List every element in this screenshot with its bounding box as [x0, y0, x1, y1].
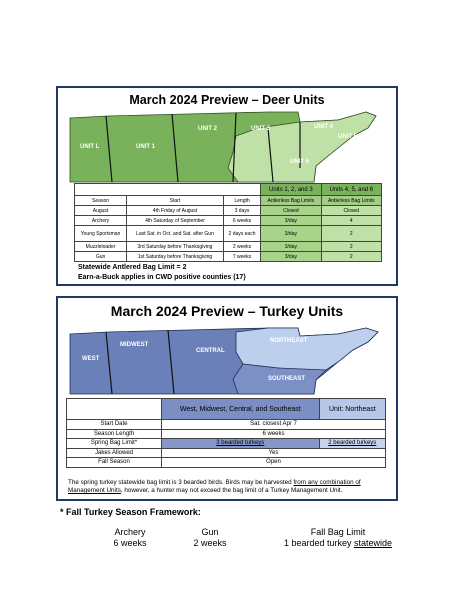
deer-col-length: Length: [222, 195, 262, 206]
turkey-panel-title: March 2024 Preview – Turkey Units: [110, 303, 344, 319]
units-123-cell: 3/day: [260, 251, 322, 262]
units-456-cell: 4: [320, 215, 383, 226]
map-label-southeast: SOUTHEAST: [268, 376, 305, 382]
length-cell: 6 weeks: [222, 215, 262, 226]
deer-group-header-1: Units 1, 2, and 3: [260, 183, 322, 196]
deer-units-panel: March 2024 Preview – Deer Units UNIT L U…: [56, 86, 398, 286]
deer-earn-a-buck-note: Earn-a-Buck applies in CWD positive coun…: [78, 274, 246, 281]
units-456-cell: 2: [320, 225, 383, 242]
bag-limit-statewide: statewide: [354, 538, 393, 548]
units-456-cell: 2: [320, 241, 383, 252]
row-label: Fall Season: [66, 457, 162, 468]
turkey-bag-limit-note: The spring turkey statewide bag limit is…: [68, 479, 386, 495]
note-text: The spring turkey statewide bag limit is…: [68, 479, 294, 486]
map-label-unit-l: UNIT L: [80, 144, 100, 150]
map-label-unit-6: UNIT 6: [290, 159, 310, 165]
turkey-season-table: West, Midwest, Central, and Southeast Un…: [66, 398, 387, 468]
row-value: Sat. closest Apr 7: [161, 419, 386, 430]
row-label: Jakes Allowed: [66, 447, 162, 458]
map-label-unit-5: UNIT 5: [338, 134, 358, 140]
units-123-cell: 3/day: [260, 225, 322, 242]
table-row: Muzzleloader 3rd Saturday before Thanksg…: [73, 241, 383, 252]
units-456-cell: Closed: [320, 205, 383, 216]
map-label-unit-3: UNIT 3: [251, 126, 271, 132]
archery-value: 6 weeks: [113, 538, 147, 548]
row-value: 6 weeks: [161, 428, 386, 439]
deer-col-start: Start: [126, 195, 224, 206]
bag-limit-text: 1 bearded turkey: [283, 538, 354, 548]
row-label: Start Date: [66, 419, 162, 430]
deer-units-map: UNIT L UNIT 1 UNIT 2 UNIT 3 UNIT 4 UNIT …: [69, 111, 377, 183]
gun-heading: Gun: [201, 527, 219, 537]
deer-sub-header-2: Antlerless Bag Limits: [320, 195, 383, 206]
table-row: Season Length 6 weeks: [66, 428, 386, 439]
season-cell: Muzzleloader: [73, 241, 128, 252]
table-row: Archery 4th Saturday of September 6 week…: [73, 215, 383, 226]
note-underlined-text: from any combination of Management Units: [68, 479, 361, 494]
season-cell: Archery: [73, 215, 128, 226]
fall-framework-title: * Fall Turkey Season Framework:: [60, 507, 201, 517]
season-cell: Young Sportsman: [73, 225, 128, 242]
map-label-west: WEST: [82, 356, 100, 362]
deer-group-header-2: Units 4, 5, and 6: [320, 183, 383, 196]
turkey-group-header-1: West, Midwest, Central, and Southeast: [161, 398, 320, 420]
archery-heading: Archery: [114, 527, 146, 537]
fall-bag-limit-heading: Fall Bag Limit: [310, 527, 366, 537]
table-row: Start Date Sat. closest Apr 7: [66, 419, 386, 430]
row-value-group1: 3 bearded turkeys: [161, 438, 320, 449]
fall-bag-limit-value: 1 bearded turkey statewide: [268, 538, 408, 548]
units-123-cell: 3/day: [260, 215, 322, 226]
start-cell: 4th Saturday of September: [126, 215, 224, 226]
row-value-northeast: 2 bearded turkeys: [318, 438, 387, 449]
map-label-unit-4: UNIT 4: [314, 124, 334, 130]
map-label-midwest: MIDWEST: [120, 342, 149, 348]
turkey-units-panel: March 2024 Preview – Turkey Units WEST M…: [56, 296, 398, 501]
length-cell: 3 days: [222, 205, 262, 216]
units-456-cell: 2: [320, 251, 383, 262]
note-text: , however, a hunter may not exceed the b…: [120, 487, 343, 494]
table-row: Spring Bag Limit* 3 bearded turkeys 2 be…: [66, 438, 387, 449]
map-label-unit-2: UNIT 2: [198, 126, 218, 132]
season-cell: Gun: [73, 251, 128, 262]
row-value: Yes: [161, 447, 386, 458]
deer-season-table: Units 1, 2, and 3 Units 4, 5, and 6 Seas…: [73, 183, 383, 262]
units-123-cell: 3/day: [260, 241, 322, 252]
start-cell: Last Sat. in Oct. and Sat. after Gun: [126, 225, 224, 242]
start-cell: 4th Friday of August: [126, 205, 224, 216]
map-label-unit-1: UNIT 1: [136, 144, 156, 150]
deer-panel-title: March 2024 Preview – Deer Units: [129, 93, 325, 107]
table-row: Fall Season Open: [66, 457, 386, 468]
row-value: Open: [161, 457, 386, 468]
table-row: Jakes Allowed Yes: [66, 447, 386, 458]
map-label-central: CENTRAL: [196, 348, 225, 354]
table-row: Young Sportsman Last Sat. in Oct. and Sa…: [73, 225, 383, 242]
turkey-units-map: WEST MIDWEST CENTRAL NORTHEAST SOUTHEAST: [69, 327, 379, 395]
deer-antlered-bag-note: Statewide Antlered Bag Limit = 2: [78, 264, 187, 271]
length-cell: 2 weeks: [222, 241, 262, 252]
table-row: August 4th Friday of August 3 days Close…: [73, 205, 383, 216]
map-label-northeast: NORTHEAST: [270, 338, 308, 344]
length-cell: 7 weeks: [222, 251, 262, 262]
length-cell: 2 days each: [222, 225, 262, 242]
gun-value: 2 weeks: [193, 538, 227, 548]
table-row: Gun 1st Saturday before Thanksgiving 7 w…: [73, 251, 383, 262]
season-cell: August: [73, 205, 128, 216]
row-label: Spring Bag Limit*: [66, 438, 162, 449]
turkey-group-header-2: Unit: Northeast: [318, 398, 387, 420]
start-cell: 1st Saturday before Thanksgiving: [126, 251, 224, 262]
units-123-cell: Closed: [260, 205, 322, 216]
row-label: Season Length: [66, 428, 162, 439]
start-cell: 3rd Saturday before Thanksgiving: [126, 241, 224, 252]
deer-col-season: Season: [73, 195, 128, 206]
deer-sub-header-1: Antlerless Bag Limits: [260, 195, 322, 206]
